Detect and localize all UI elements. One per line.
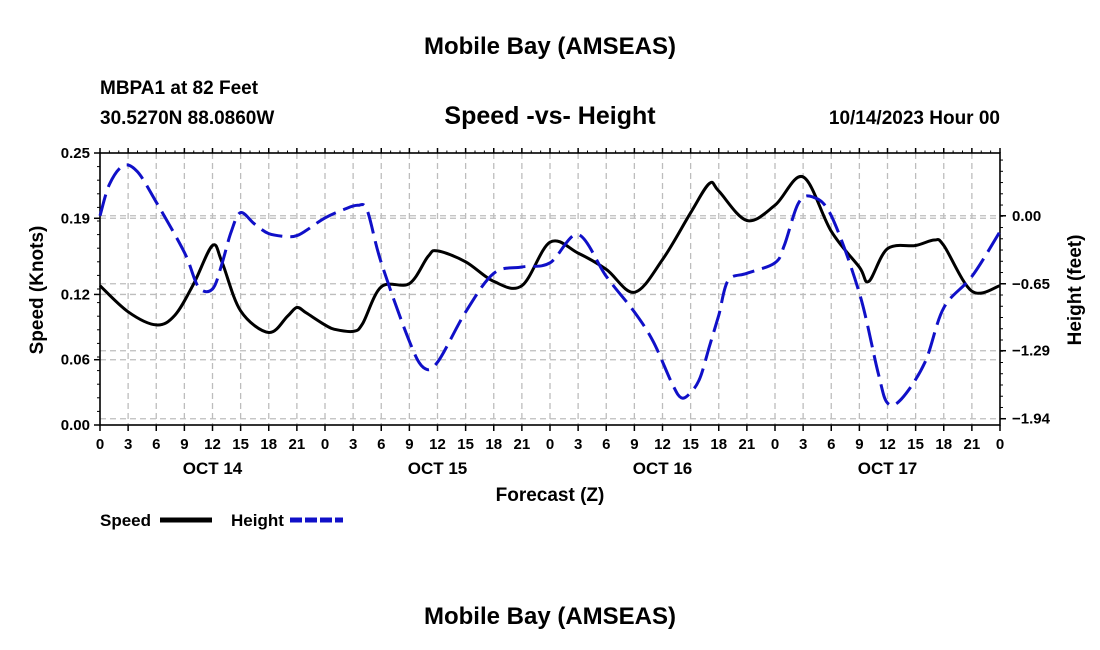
x-tick-label: 3 — [799, 436, 807, 453]
x-tick-label: 9 — [180, 436, 188, 453]
x-tick-label: 18 — [935, 436, 952, 453]
data-series — [98, 163, 1002, 407]
x-axis-label: Forecast (Z) — [496, 485, 605, 506]
y-right-tick-label: −1.94 — [1012, 411, 1051, 428]
y-axis-left-label: Speed (Knots) — [27, 226, 48, 355]
station-label: MBPA1 at 82 Feet — [100, 78, 259, 99]
x-tick-label: 6 — [152, 436, 160, 453]
y-left-tick-label: 0.25 — [61, 145, 90, 162]
x-tick-label: 12 — [654, 436, 671, 453]
x-tick-label: 15 — [907, 436, 924, 453]
forecast-datetime: 10/14/2023 Hour 00 — [829, 108, 1000, 129]
x-tick-label: 0 — [996, 436, 1004, 453]
x-tick-label: 15 — [682, 436, 699, 453]
date-label: OCT 14 — [183, 459, 243, 478]
x-tick-label: 3 — [574, 436, 582, 453]
date-label: OCT 16 — [633, 459, 693, 478]
x-tick-label: 3 — [349, 436, 357, 453]
x-tick-label: 21 — [739, 436, 756, 453]
x-tick-label: 12 — [879, 436, 896, 453]
x-tick-label: 0 — [546, 436, 554, 453]
x-tick-label: 15 — [232, 436, 249, 453]
x-tick-label: 6 — [827, 436, 835, 453]
x-tick-label: 21 — [964, 436, 981, 453]
footer-title: Mobile Bay (AMSEAS) — [424, 603, 676, 630]
x-tick-label: 9 — [855, 436, 863, 453]
x-tick-label: 9 — [405, 436, 413, 453]
x-tick-label: 0 — [96, 436, 104, 453]
x-tick-label: 18 — [260, 436, 277, 453]
x-tick-label: 3 — [124, 436, 132, 453]
y-left-tick-label: 0.19 — [61, 210, 90, 227]
page-title: Mobile Bay (AMSEAS) — [424, 33, 676, 60]
axes: 0 3 6 9 12 15 18 21 0 3 6 9 12 15 18 21 0 3 6 9 12 15 18 21 0 3 6 9… — [61, 145, 1051, 478]
chart-title: Speed -vs- Height — [444, 102, 656, 130]
x-tick-label: 9 — [630, 436, 638, 453]
date-label: OCT 17 — [858, 459, 918, 478]
x-tick-label: 18 — [485, 436, 502, 453]
y-left-tick-label: 0.12 — [61, 286, 90, 303]
x-tick-label: 21 — [514, 436, 531, 453]
x-tick-label: 12 — [204, 436, 221, 453]
x-tick-label: 6 — [377, 436, 385, 453]
x-tick-label: 18 — [710, 436, 727, 453]
station-coordinates: 30.5270N 88.0860W — [100, 108, 274, 129]
x-tick-label: 0 — [771, 436, 779, 453]
series-line-height — [98, 163, 1002, 407]
y-right-tick-label: −0.65 — [1012, 276, 1050, 293]
x-tick-label: 21 — [289, 436, 306, 453]
y-right-tick-label: −1.29 — [1012, 343, 1050, 360]
date-label: OCT 15 — [408, 459, 468, 478]
series-line-speed — [98, 175, 1001, 334]
y-right-tick-label: 0.00 — [1012, 208, 1041, 225]
legend-height-label: Height — [231, 511, 284, 530]
legend-speed-label: Speed — [100, 511, 151, 530]
y-left-tick-label: 0.06 — [61, 352, 90, 369]
grid-lines — [100, 153, 1000, 425]
y-left-tick-label: 0.00 — [61, 417, 90, 434]
x-tick-label: 15 — [457, 436, 474, 453]
y-axis-right-label: Height (feet) — [1065, 235, 1086, 346]
x-tick-label: 12 — [429, 436, 446, 453]
legend: Speed Height — [100, 511, 343, 530]
x-tick-label: 6 — [602, 436, 610, 453]
x-tick-label: 0 — [321, 436, 329, 453]
plot-frame — [99, 152, 1001, 426]
